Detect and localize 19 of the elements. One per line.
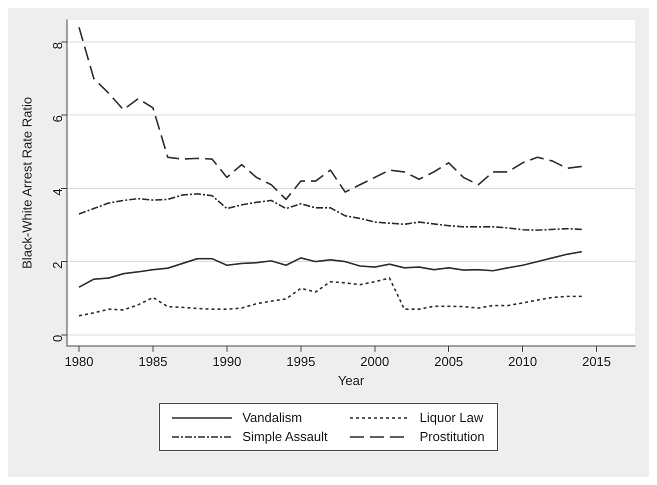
x-tick-label: 2005 (434, 354, 464, 370)
y-tick-label: 2 (50, 262, 65, 269)
x-tick-label: 1995 (286, 354, 316, 370)
legend-label: Simple Assault (242, 429, 328, 444)
x-tick-label: 2010 (508, 354, 538, 370)
x-tick-label: 1980 (64, 354, 94, 370)
x-tick-label: 1990 (212, 354, 242, 370)
y-tick-label: 8 (50, 42, 65, 50)
x-tick-label: 2000 (360, 354, 390, 370)
y-axis-title: Black-White Arrest Rate Ratio (19, 96, 34, 269)
x-tick-label: 2015 (582, 354, 612, 370)
x-tick-label: 1985 (138, 354, 168, 370)
y-tick-label: 6 (50, 115, 65, 122)
y-tick-label: 0 (50, 334, 65, 342)
legend-label: Vandalism (242, 410, 302, 425)
x-axis-title: Year (338, 372, 365, 388)
y-tick-label: 4 (50, 188, 65, 196)
legend-label: Prostitution (420, 429, 485, 444)
legend-label: Liquor Law (420, 410, 484, 425)
